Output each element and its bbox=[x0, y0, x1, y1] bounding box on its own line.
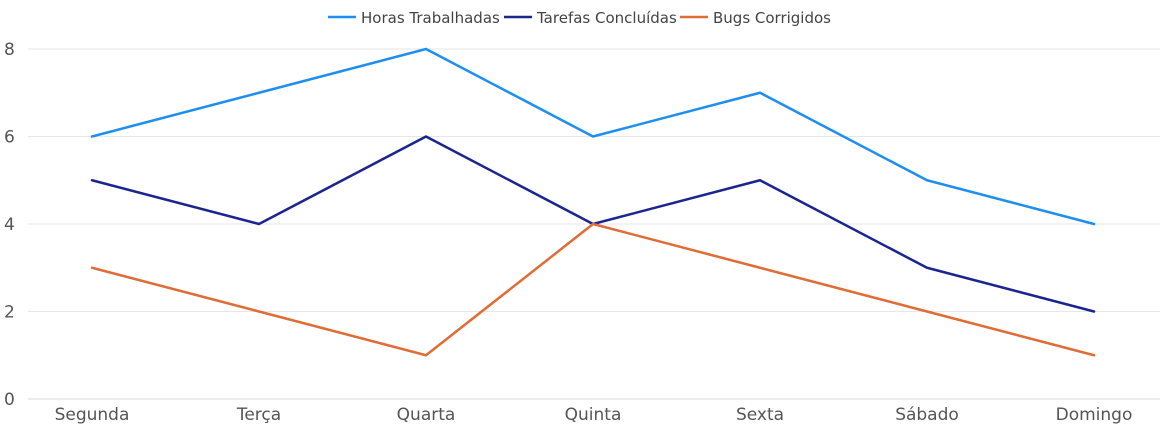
y-tick-label: 4 bbox=[4, 215, 15, 235]
y-axis: 0 2 4 6 8 bbox=[4, 40, 15, 410]
series-line-1 bbox=[90, 47, 1096, 226]
grid-lines bbox=[28, 48, 1160, 312]
x-tick-label: Terça bbox=[236, 405, 281, 425]
x-tick-label: Sábado bbox=[895, 405, 959, 425]
x-tick-label: Quinta bbox=[565, 405, 622, 425]
series-lines bbox=[90, 47, 1096, 357]
series-line-3 bbox=[90, 222, 1096, 357]
y-tick-label: 6 bbox=[4, 128, 15, 148]
y-tick-label: 8 bbox=[4, 40, 15, 60]
y-tick-label: 0 bbox=[4, 390, 15, 410]
legend-item[interactable]: Horas Trabalhadas bbox=[328, 9, 500, 27]
x-tick-label: Sexta bbox=[736, 405, 784, 425]
x-tick-label: Segunda bbox=[55, 405, 130, 425]
legend-label: Tarefas Concluídas bbox=[536, 9, 677, 27]
legend-item[interactable]: Tarefas Concluídas bbox=[504, 9, 677, 27]
x-tick-label: Quarta bbox=[397, 405, 456, 425]
x-axis: Segunda Terça Quarta Quinta Sexta Sábado Domin… bbox=[28, 398, 1160, 425]
y-tick-label: 2 bbox=[4, 303, 15, 323]
legend-label: Horas Trabalhadas bbox=[361, 9, 500, 27]
legend-item[interactable]: Bugs Corrigidos bbox=[680, 9, 831, 27]
legend-label: Bugs Corrigidos bbox=[713, 9, 831, 27]
x-tick-label: Domingo bbox=[1056, 405, 1133, 425]
legend[interactable]: Horas Trabalhadas Tarefas Concluídas Bugs … bbox=[328, 9, 831, 27]
